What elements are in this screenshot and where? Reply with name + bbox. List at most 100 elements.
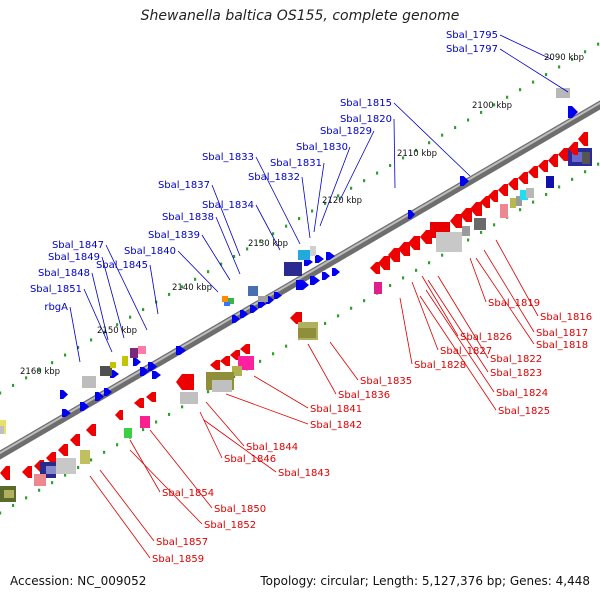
tick-dot-outer xyxy=(571,57,574,61)
reverse-leader-line xyxy=(475,257,535,345)
feature-block xyxy=(436,232,462,252)
forward-gene-label: Sbal_1845 xyxy=(96,260,148,271)
tick-dot-outer xyxy=(233,255,236,258)
reverse-gene-label: Sbal_1854 xyxy=(162,488,214,499)
reverse-gene-arrow xyxy=(146,392,156,402)
tick-dot-outer xyxy=(337,194,340,198)
forward-gene-label: Sbal_1834 xyxy=(202,200,254,211)
forward-gene-label: Sbal_1839 xyxy=(148,230,200,241)
reverse-gene-arrow xyxy=(115,410,123,420)
feature-block xyxy=(212,380,232,392)
reverse-leader-line xyxy=(411,281,439,351)
reverse-leader-line xyxy=(421,275,459,337)
reverse-leader-line xyxy=(427,279,489,373)
reverse-gene-label: Sbal_1852 xyxy=(204,520,256,531)
forward-gene-label: Sbal_1837 xyxy=(158,180,210,191)
tick-dot-outer xyxy=(467,118,470,122)
reverse-gene-label: Sbal_1816 xyxy=(540,312,592,323)
forward-gene-arrow xyxy=(460,176,469,186)
forward-gene-arrow xyxy=(315,255,324,263)
reverse-gene-arrow xyxy=(210,360,220,370)
tick-dot-outer xyxy=(25,376,28,380)
reverse-gene-arrow xyxy=(176,374,194,390)
reverse-gene-label: Sbal_1818 xyxy=(536,340,588,351)
reverse-gene-label: Sbal_1842 xyxy=(310,420,362,431)
tick-dot-outer xyxy=(597,42,600,46)
forward-gene-label: Sbal_1851 xyxy=(30,284,82,295)
kbp-tick-label: 2160 kbp xyxy=(20,367,60,377)
gene-labels: Sbal_1795Sbal_1797Sbal_1815Sbal_1820Sbal… xyxy=(30,30,592,565)
tick-dot-inner xyxy=(38,488,41,492)
reverse-gene-arrow xyxy=(370,262,380,274)
reverse-leader-line xyxy=(205,401,245,447)
feature-block xyxy=(510,198,516,208)
tick-dot-outer xyxy=(363,179,366,183)
reverse-gene-arrow xyxy=(538,160,548,172)
reverse-gene-arrow xyxy=(548,154,558,167)
tick-dot-inner xyxy=(116,443,119,447)
tick-dot-inner xyxy=(77,466,80,469)
tick-dot-inner xyxy=(584,170,587,174)
forward-gene-arrow xyxy=(152,371,161,379)
tick-dot-outer xyxy=(64,353,67,357)
tick-dot-inner xyxy=(324,321,327,325)
forward-gene-label: Sbal_1833 xyxy=(202,152,254,163)
feature-block xyxy=(232,366,242,376)
kbp-tick-label: 2110 kbp xyxy=(397,149,437,159)
reverse-gene-label: Sbal_1859 xyxy=(152,554,204,565)
tick-dot-outer xyxy=(298,217,301,221)
reverse-gene-label: Sbal_1835 xyxy=(360,376,412,387)
forward-leader-line xyxy=(149,264,159,315)
tick-dot-inner xyxy=(467,238,470,242)
tick-dot-inner xyxy=(259,359,262,363)
tick-dot-inner xyxy=(545,193,548,196)
feature-block xyxy=(124,428,132,438)
forward-gene-label: Sbal_1797 xyxy=(446,44,498,55)
tick-dot-outer xyxy=(324,201,327,205)
forward-gene-label: Sbal_1829 xyxy=(320,126,372,137)
tick-dot-outer xyxy=(116,323,119,327)
reverse-gene-arrow xyxy=(398,242,410,256)
forward-gene-arrow xyxy=(110,370,119,378)
forward-leader-line xyxy=(301,176,311,239)
feature-block xyxy=(110,362,116,368)
feature-block xyxy=(180,392,198,404)
reverse-gene-label: Sbal_1825 xyxy=(498,406,550,417)
reverse-leader-line xyxy=(225,393,309,425)
tick-dot-outer xyxy=(584,50,587,54)
topology-text: Topology: circular; Length: 5,127,376 bp… xyxy=(260,574,590,588)
forward-gene-arrow xyxy=(62,409,71,417)
reverse-gene-label: Sbal_1823 xyxy=(490,368,542,379)
reverse-gene-arrow xyxy=(58,444,68,456)
forward-leader-line xyxy=(499,34,554,61)
reverse-leader-line xyxy=(469,257,487,303)
forward-leader-line xyxy=(215,216,241,275)
feature-block xyxy=(82,376,96,388)
feature-block xyxy=(462,226,470,236)
tick-dot-outer xyxy=(38,368,41,372)
kbp-tick-label: 2140 kbp xyxy=(172,283,212,293)
feature-block xyxy=(572,152,590,162)
tick-dot-inner xyxy=(441,253,444,257)
forward-leader-line xyxy=(177,250,219,293)
tick-dot-inner xyxy=(402,276,405,280)
kbp-tick-label: 2100 kbp xyxy=(472,101,512,111)
forward-gene-arrow xyxy=(176,346,186,355)
tick-dot-inner xyxy=(597,162,600,166)
forward-gene-arrow xyxy=(274,292,282,299)
forward-gene-arrow xyxy=(80,402,89,411)
feature-block xyxy=(374,282,382,294)
reverse-gene-arrow xyxy=(460,208,472,222)
tick-dot-outer xyxy=(12,383,15,387)
tick-dot-inner xyxy=(51,481,54,485)
tick-dot-inner xyxy=(168,412,171,416)
tick-dot-outer xyxy=(220,262,223,266)
forward-leader-line xyxy=(211,184,241,257)
reverse-gene-arrow xyxy=(86,424,96,436)
reverse-gene-arrow xyxy=(70,434,80,446)
forward-gene-arrow xyxy=(250,305,258,313)
forward-gene-label: Sbal_1849 xyxy=(48,252,100,263)
feature-block xyxy=(34,474,46,486)
reverse-leader-line xyxy=(483,249,535,333)
reverse-leader-line xyxy=(419,295,497,411)
